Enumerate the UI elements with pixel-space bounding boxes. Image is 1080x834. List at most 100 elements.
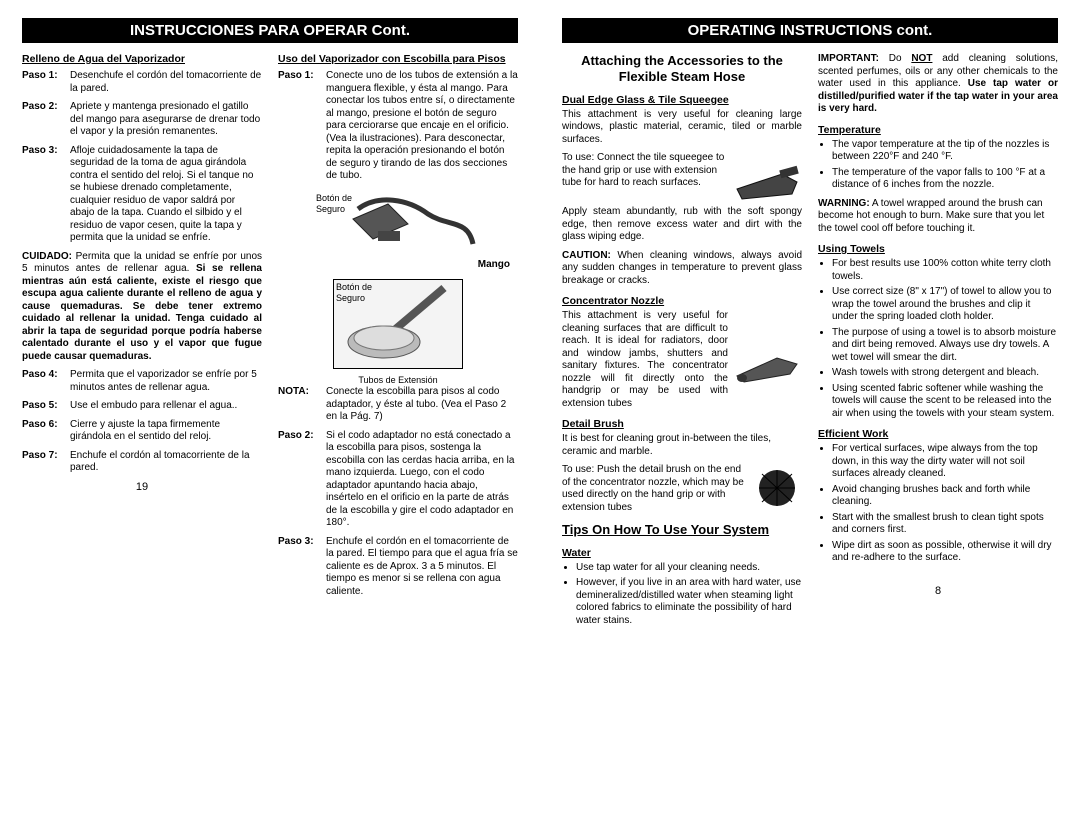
towels-title: Using Towels — [818, 243, 1058, 256]
paso4: Paso 4: Permita que el vaporizador se en… — [22, 369, 262, 394]
squeegee-block: To use: Connect the tile squeegee to the… — [562, 152, 802, 206]
brush-icon — [752, 466, 802, 511]
nota: NOTA: Conecte la escobilla para pisos al… — [278, 386, 518, 424]
temp-bullets: The vapor temperature at the tip of the … — [818, 139, 1058, 192]
right-columns: Attaching the Accessories to the Flexibl… — [562, 53, 1058, 824]
squeegee-apply: Apply steam abundantly, rub with the sof… — [562, 206, 802, 244]
figure1-wrap: Botón de Seguro Mango — [318, 189, 518, 274]
eff-b2: Avoid changing brushes back and forth wh… — [832, 484, 1058, 509]
nozzle-title: Concentrator Nozzle — [562, 295, 802, 308]
left-header: INSTRUCCIONES PARA OPERAR Cont. — [22, 18, 518, 43]
nozzle-icon — [732, 338, 802, 388]
warning-block: WARNING: A towel wrapped around the brus… — [818, 198, 1058, 236]
eff-bullets: For vertical surfaces, wipe always from … — [818, 443, 1058, 565]
warning-label: WARNING: — [818, 198, 870, 209]
paso3: Paso 3: Afloje cuidadosamente la tapa de… — [22, 145, 262, 245]
paso1-body: Desenchufe el cordón del tomacorriente d… — [70, 70, 262, 95]
right-col1: Attaching the Accessories to the Flexibl… — [562, 53, 802, 824]
paso5: Paso 5: Use el embudo para rellenar el a… — [22, 400, 262, 413]
paso6: Paso 6: Cierre y ajuste la tapa firmemen… — [22, 419, 262, 444]
eff-title: Efficient Work — [818, 428, 1058, 441]
paso1: Paso 1: Desenchufe el cordón del tomacor… — [22, 70, 262, 95]
c2-paso1-body: Conecte uno de los tubos de extensión a … — [326, 70, 518, 183]
not-word: NOT — [911, 53, 932, 64]
temp-b2: The temperature of the vapor falls to 10… — [832, 167, 1058, 192]
eff-b4: Wipe dirt as soon as possible, otherwise… — [832, 540, 1058, 565]
right-page-num: 8 — [818, 585, 1058, 599]
figure2: Botón de Seguro — [333, 279, 463, 369]
squeegee-title: Dual Edge Glass & Tile Squeegee — [562, 94, 802, 107]
paso2-body: Apriete y mantenga presionado el gatillo… — [70, 101, 262, 139]
c2-paso2-label: Paso 2: — [278, 430, 326, 530]
cuidado-block: CUIDADO: Permita que la unidad se enfríe… — [22, 251, 262, 364]
squeegee-icon — [732, 154, 802, 204]
fig2-caption: Tubos de Extensión — [278, 375, 518, 386]
towels-bullets: For best results use 100% cotton white t… — [818, 258, 1058, 420]
temp-b1: The vapor temperature at the tip of the … — [832, 139, 1058, 164]
fig1-label1: Botón de Seguro — [316, 193, 362, 216]
paso4-label: Paso 4: — [22, 369, 70, 394]
left-columns: Relleno de Agua del Vaporizador Paso 1: … — [22, 53, 518, 824]
right-col2: IMPORTANT: Do NOT add cleaning solutions… — [818, 53, 1058, 824]
paso7: Paso 7: Enchufe el cordón al tomacorrien… — [22, 450, 262, 475]
paso5-label: Paso 5: — [22, 400, 70, 413]
c2-paso1-label: Paso 1: — [278, 70, 326, 183]
temp-title: Temperature — [818, 124, 1058, 137]
left-page-num: 19 — [22, 481, 262, 495]
left-page: INSTRUCCIONES PARA OPERAR Cont. Relleno … — [0, 0, 540, 834]
squeegee-text: This attachment is very useful for clean… — [562, 109, 802, 147]
important-label: IMPORTANT: — [818, 53, 879, 64]
c2-paso3-body: Enchufe el cordón en el tomacorriente de… — [326, 536, 518, 599]
c2-paso2-body: Si el codo adaptador no está conectado a… — [326, 430, 518, 530]
brush-use: To use: Push the detail brush on the end… — [562, 464, 744, 513]
caution-block: CAUTION: When cleaning windows, always a… — [562, 250, 802, 288]
nozzle-text: This attachment is very useful for clean… — [562, 310, 728, 409]
water-title: Water — [562, 547, 802, 560]
paso7-body: Enchufe el cordón al tomacorriente de la… — [70, 450, 262, 475]
caution-label: CAUTION: — [562, 250, 611, 261]
paso5-body: Use el embudo para rellenar el agua.. — [70, 400, 262, 413]
towels-b3: The purpose of using a towel is to absor… — [832, 327, 1058, 365]
nota-body: Conecte la escobilla para pisos al codo … — [326, 386, 518, 424]
paso1-label: Paso 1: — [22, 70, 70, 95]
attach-subhead: Attaching the Accessories to the Flexibl… — [562, 53, 802, 86]
towels-b2: Use correct size (8" x 17") of towel to … — [832, 286, 1058, 324]
cuidado-bold: Si se rellena mientras aún está caliente… — [22, 263, 262, 362]
towels-b5: Using scented fabric softener while wash… — [832, 383, 1058, 421]
brush-title: Detail Brush — [562, 418, 802, 431]
eff-b3: Start with the smallest brush to clean t… — [832, 512, 1058, 537]
paso3-label: Paso 3: — [22, 145, 70, 245]
fig1-label2: Mango — [478, 259, 510, 272]
right-page: OPERATING INSTRUCTIONS cont. Attaching t… — [540, 0, 1080, 834]
eff-b1: For vertical surfaces, wipe always from … — [832, 443, 1058, 481]
paso2-label: Paso 2: — [22, 101, 70, 139]
important-pre: Do — [889, 53, 912, 64]
important-block: IMPORTANT: Do NOT add cleaning solutions… — [818, 53, 1058, 116]
brush-text: It is best for cleaning grout in-between… — [562, 433, 802, 458]
paso3-body: Afloje cuidadosamente la tapa de segurid… — [70, 145, 262, 245]
towels-b1: For best results use 100% cotton white t… — [832, 258, 1058, 283]
c2-paso1: Paso 1: Conecte uno de los tubos de exte… — [278, 70, 518, 183]
paso2: Paso 2: Apriete y mantenga presionado el… — [22, 101, 262, 139]
col1-title: Relleno de Agua del Vaporizador — [22, 53, 262, 66]
tips-head: Tips On How To Use Your System — [562, 522, 802, 538]
water-bullets: Use tap water for all your cleaning need… — [562, 562, 802, 628]
right-header: OPERATING INSTRUCTIONS cont. — [562, 18, 1058, 43]
col2-title: Uso del Vaporizador con Escobilla para P… — [278, 53, 518, 66]
c2-paso2: Paso 2: Si el codo adaptador no está con… — [278, 430, 518, 530]
nota-label: NOTA: — [278, 386, 326, 424]
paso6-label: Paso 6: — [22, 419, 70, 444]
water-b2: However, if you live in an area with har… — [576, 577, 802, 627]
fig2-label: Botón de Seguro — [336, 282, 380, 305]
c2-paso3: Paso 3: Enchufe el cordón en el tomacorr… — [278, 536, 518, 599]
nozzle-block: This attachment is very useful for clean… — [562, 310, 802, 410]
left-col1: Relleno de Agua del Vaporizador Paso 1: … — [22, 53, 262, 824]
towels-b4: Wash towels with strong detergent and bl… — [832, 367, 1058, 380]
paso4-body: Permita que el vaporizador se enfríe por… — [70, 369, 262, 394]
left-col2: Uso del Vaporizador con Escobilla para P… — [278, 53, 518, 824]
c2-paso3-label: Paso 3: — [278, 536, 326, 599]
water-b1: Use tap water for all your cleaning need… — [576, 562, 802, 575]
cuidado-label: CUIDADO: — [22, 251, 72, 262]
paso6-body: Cierre y ajuste la tapa firmemente girán… — [70, 419, 262, 444]
paso7-label: Paso 7: — [22, 450, 70, 475]
